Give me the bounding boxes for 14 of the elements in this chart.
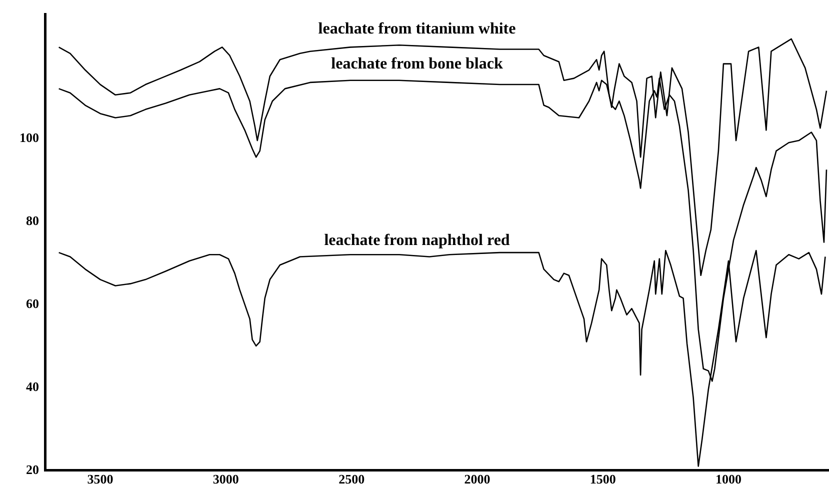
x-tick-label: 2500 (338, 472, 365, 487)
series-label: leachate from titanium white (318, 20, 516, 38)
x-tick-label: 2000 (464, 472, 490, 487)
y-tick-label: 40 (26, 378, 39, 394)
y-tick-label: 100 (20, 130, 39, 145)
y-tick-label: 80 (26, 212, 39, 228)
y-tick-label: 60 (26, 296, 39, 311)
x-tick-label: 3500 (87, 472, 114, 487)
x-tick-label: 3000 (212, 472, 239, 487)
series-label: leachate from bone black (331, 56, 503, 73)
series-label: leachate from naphthol red (324, 232, 510, 249)
x-tick-label: 1500 (590, 472, 616, 487)
y-tick-label: 20 (26, 462, 39, 477)
x-tick-label: 1000 (715, 472, 742, 487)
